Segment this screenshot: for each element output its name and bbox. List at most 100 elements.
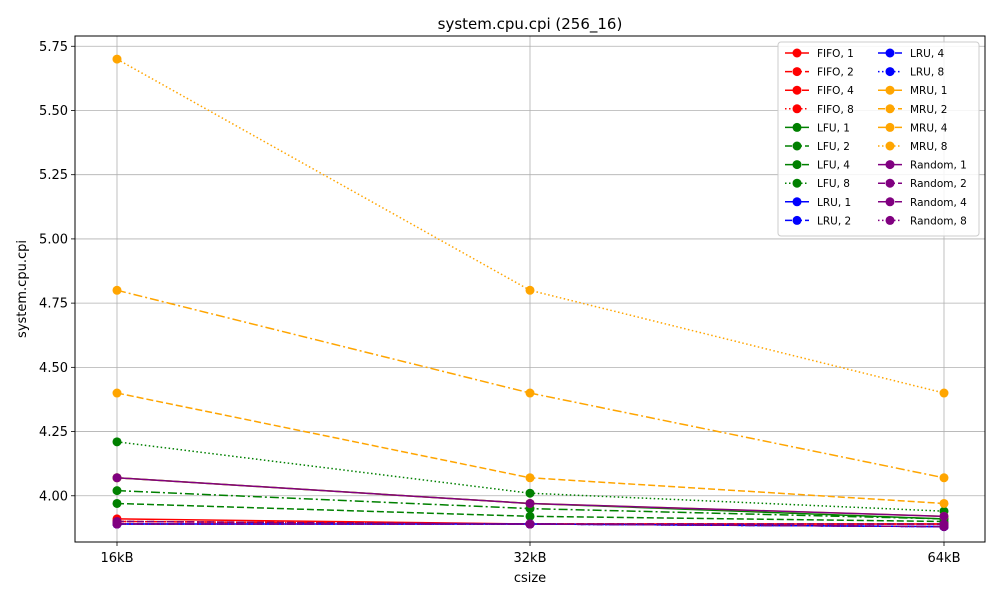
legend-entry: LFU, 4 bbox=[785, 160, 850, 172]
data-point bbox=[525, 498, 535, 508]
series-group bbox=[112, 54, 949, 532]
legend-entry: LRU, 1 bbox=[785, 197, 851, 209]
legend-marker bbox=[885, 160, 895, 170]
data-point bbox=[939, 511, 949, 521]
y-axis-ticks: 4.00 4.25 4.50 4.75 5.00 5.25 5.50 5.75 bbox=[39, 40, 75, 504]
legend-label: LFU, 8 bbox=[817, 178, 850, 190]
legend-label: FIFO, 4 bbox=[817, 85, 854, 97]
data-point bbox=[112, 498, 122, 508]
legend-entry: Random, 2 bbox=[878, 178, 967, 190]
legend-label: LRU, 8 bbox=[910, 67, 944, 79]
x-axis-ticks: 16kB 32kB 64kB bbox=[101, 542, 961, 566]
legend-marker bbox=[792, 85, 802, 95]
data-point bbox=[112, 473, 122, 483]
data-point bbox=[525, 519, 535, 529]
y-tick-label: 5.25 bbox=[39, 168, 68, 183]
legend-marker bbox=[792, 141, 802, 151]
legend-box bbox=[777, 41, 980, 237]
y-tick-label: 4.75 bbox=[39, 297, 68, 312]
data-point bbox=[112, 437, 122, 447]
legend-entry: FIFO, 4 bbox=[785, 85, 854, 97]
legend-marker bbox=[885, 85, 895, 95]
series-random-8 bbox=[112, 519, 949, 532]
legend-label: Random, 2 bbox=[910, 178, 967, 190]
y-tick-label: 4.00 bbox=[39, 489, 68, 504]
y-axis-label: system.cpu.cpi bbox=[15, 240, 30, 338]
y-tick-label: 5.00 bbox=[39, 232, 68, 247]
y-tick-label: 5.50 bbox=[39, 104, 68, 119]
data-point bbox=[939, 388, 949, 398]
legend-marker bbox=[885, 178, 895, 188]
data-point bbox=[939, 498, 949, 508]
series-mru-8 bbox=[112, 54, 949, 398]
legend-marker bbox=[792, 104, 802, 114]
legend-entry: MRU, 2 bbox=[878, 104, 947, 116]
data-point bbox=[112, 486, 122, 496]
legend-entry: LRU, 4 bbox=[878, 48, 945, 60]
legend-entry: FIFO, 1 bbox=[785, 48, 854, 60]
legend-entry: Random, 4 bbox=[878, 197, 967, 209]
data-point bbox=[525, 488, 535, 498]
data-point bbox=[112, 519, 122, 529]
legend-entry: LRU, 2 bbox=[785, 215, 851, 227]
data-point bbox=[525, 473, 535, 483]
legend-marker bbox=[792, 197, 802, 207]
legend-label: LRU, 2 bbox=[817, 215, 851, 227]
legend-marker bbox=[792, 178, 802, 188]
legend-label: FIFO, 1 bbox=[817, 48, 854, 60]
series-mru-2 bbox=[112, 388, 949, 508]
legend-label: MRU, 4 bbox=[910, 122, 948, 134]
legend-marker bbox=[792, 160, 802, 170]
y-tick-label: 5.75 bbox=[39, 40, 68, 55]
legend-label: LFU, 1 bbox=[817, 122, 850, 134]
x-axis-label: csize bbox=[514, 571, 546, 586]
legend-entry: MRU, 8 bbox=[878, 141, 947, 153]
legend-marker bbox=[885, 48, 895, 58]
legend-label: LRU, 4 bbox=[910, 48, 945, 60]
data-point bbox=[525, 285, 535, 295]
legend-entry: LRU, 8 bbox=[878, 67, 944, 79]
data-point bbox=[112, 388, 122, 398]
legend-entry: LFU, 1 bbox=[785, 122, 850, 134]
legend-entry: MRU, 4 bbox=[878, 122, 948, 134]
chart-title: system.cpu.cpi (256_16) bbox=[438, 15, 623, 34]
legend-marker bbox=[792, 215, 802, 225]
data-point bbox=[112, 285, 122, 295]
legend-label: FIFO, 2 bbox=[817, 67, 854, 79]
legend-entry: FIFO, 2 bbox=[785, 67, 854, 79]
legend-entry: LFU, 2 bbox=[785, 141, 850, 153]
x-tick-label: 64kB bbox=[928, 551, 961, 566]
legend-label: MRU, 1 bbox=[910, 85, 947, 97]
y-tick-label: 4.50 bbox=[39, 361, 68, 376]
x-tick-label: 16kB bbox=[101, 551, 134, 566]
legend-label: MRU, 2 bbox=[910, 104, 947, 116]
legend: FIFO, 1 FIFO, 2 FIFO, 4 FIFO, 8 LFU, 1 LFU, 2… bbox=[777, 41, 980, 237]
legend-marker bbox=[885, 104, 895, 114]
legend-label: Random, 4 bbox=[910, 197, 967, 209]
legend-marker bbox=[792, 122, 802, 132]
legend-marker bbox=[885, 141, 895, 151]
x-tick-label: 32kB bbox=[514, 551, 547, 566]
legend-label: LRU, 1 bbox=[817, 197, 851, 209]
data-point bbox=[939, 522, 949, 532]
legend-label: Random, 1 bbox=[910, 160, 967, 172]
legend-marker bbox=[885, 122, 895, 132]
legend-marker bbox=[885, 67, 895, 77]
data-point bbox=[939, 473, 949, 483]
legend-label: Random, 8 bbox=[910, 215, 967, 227]
legend-marker bbox=[792, 48, 802, 58]
legend-entry: MRU, 1 bbox=[878, 85, 947, 97]
legend-label: LFU, 4 bbox=[817, 160, 850, 172]
legend-marker bbox=[792, 67, 802, 77]
series-random-1 bbox=[112, 473, 949, 521]
legend-marker bbox=[885, 197, 895, 207]
data-point bbox=[112, 54, 122, 64]
legend-label: MRU, 8 bbox=[910, 141, 947, 153]
series-mru-4 bbox=[112, 285, 949, 483]
legend-label: LFU, 2 bbox=[817, 141, 850, 153]
y-tick-label: 4.25 bbox=[39, 425, 68, 440]
legend-entry: LFU, 8 bbox=[785, 178, 850, 190]
data-point bbox=[525, 388, 535, 398]
legend-entry: FIFO, 8 bbox=[785, 104, 854, 116]
